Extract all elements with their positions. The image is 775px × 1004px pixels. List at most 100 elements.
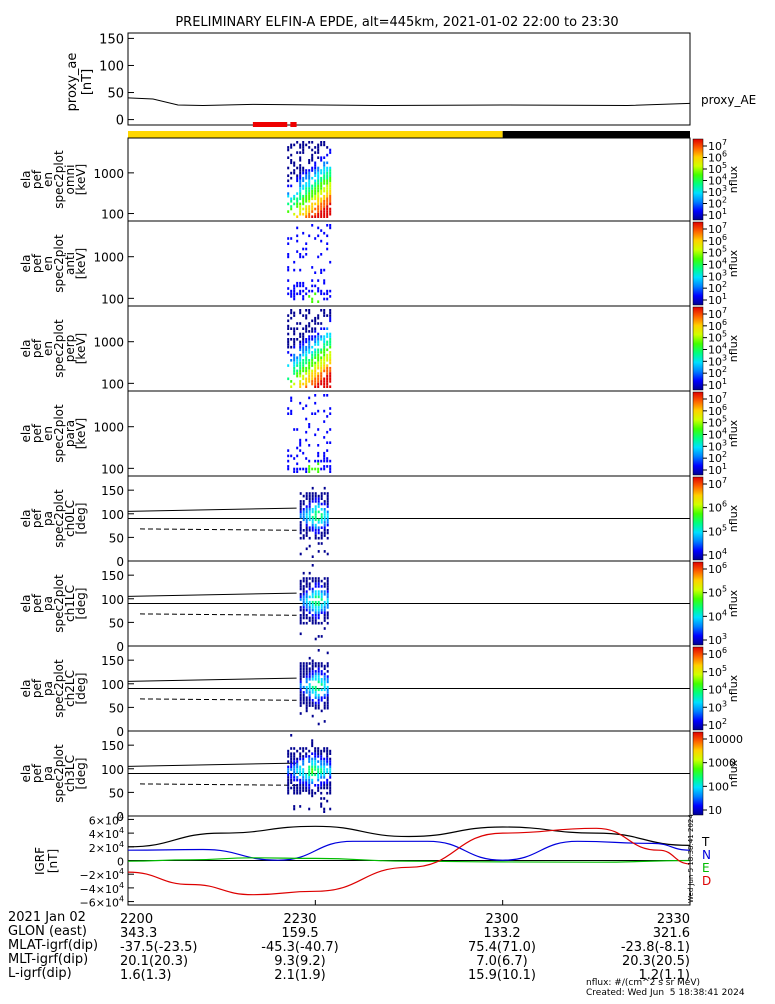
- spec-pixel: [305, 207, 308, 211]
- colorbar-tick-label: 102: [708, 450, 727, 465]
- spec-pixel: [308, 611, 311, 614]
- spec-pixel: [308, 696, 311, 699]
- colorbar-tick-label: 106: [708, 318, 727, 333]
- spec-pixel: [314, 492, 317, 495]
- spec-pixel: [287, 449, 290, 452]
- spec-pixel: [308, 369, 311, 373]
- spec-pixel: [314, 616, 317, 620]
- spec-pixel: [329, 784, 332, 787]
- spec-pixel: [302, 672, 305, 676]
- spec-pixel: [323, 394, 326, 397]
- spec-pixel: [326, 747, 329, 750]
- spec-pixel: [320, 670, 323, 673]
- spec-pixel: [296, 197, 299, 201]
- spec-pixel: [296, 176, 299, 180]
- spec-pixel: [323, 164, 326, 167]
- spec-pixel: [299, 359, 302, 362]
- spec-pixel: [299, 366, 302, 370]
- spec-ylabel-line: [deg]: [74, 758, 88, 790]
- spec-pixel: [311, 699, 314, 702]
- spec-pixel: [293, 791, 296, 795]
- anti-loss-cone-line: [139, 698, 297, 701]
- spec-pixel: [302, 369, 305, 373]
- spec-pixel: [314, 672, 317, 676]
- spec-pixel: [311, 369, 314, 373]
- loss-cone-line: [127, 677, 297, 682]
- colorbar-tick-label: 107: [708, 221, 727, 236]
- spec-pixel: [308, 171, 311, 175]
- spec-pixel: [317, 577, 320, 580]
- spec-pixel: [311, 412, 314, 415]
- spec-pixel: [317, 300, 320, 303]
- spec-pixel: [299, 380, 302, 383]
- spec-pixel: [320, 229, 323, 232]
- spec-pixel: [323, 701, 326, 705]
- spec-pixel: [299, 505, 302, 508]
- spec-pixel: [329, 151, 332, 154]
- spec-pixel: [311, 141, 314, 144]
- spec-ylabel-line: pef: [30, 253, 44, 273]
- spec-pixel: [311, 374, 314, 378]
- spec-pixel: [320, 179, 323, 183]
- spec-pixel: [326, 502, 329, 506]
- spec-pixel: [290, 412, 293, 415]
- spec-pixel: [326, 577, 329, 580]
- spec-pixel: [296, 205, 299, 208]
- spec-pixel: [302, 701, 305, 705]
- spec-pixel: [299, 632, 302, 636]
- spec-pixel: [317, 678, 320, 681]
- spec-pixel: [299, 755, 302, 758]
- spec-pixel: [314, 791, 317, 795]
- spec-pixel: [299, 174, 302, 177]
- spec-pixel: [305, 704, 308, 707]
- spec-pixel: [323, 680, 326, 684]
- spec-pixel: [308, 492, 311, 495]
- spec-pixel: [314, 374, 317, 378]
- spec-pixel: [302, 295, 305, 298]
- spec-pixel: [317, 451, 320, 455]
- spec-pixel: [308, 497, 311, 500]
- spec-ylabel-line: pef: [30, 763, 44, 783]
- spec-pixel: [305, 470, 308, 473]
- spec-pixel: [314, 637, 317, 641]
- spec-pixel: [323, 369, 326, 373]
- spec-pixel: [317, 210, 320, 213]
- spec-pixel: [305, 752, 308, 755]
- spec-pixel: [326, 189, 329, 193]
- spec-pixel: [320, 361, 323, 365]
- spec-pixel: [290, 781, 293, 784]
- spec-pixel: [329, 207, 332, 211]
- spec-pixel: [305, 182, 308, 185]
- spec-pixel: [329, 226, 332, 230]
- spec-pixel: [311, 169, 314, 172]
- spec-pixel: [329, 353, 332, 357]
- spec-pixel: [299, 757, 302, 761]
- anti-loss-cone-line: [139, 613, 297, 616]
- spec-pixel: [320, 338, 323, 341]
- spec-pixel: [308, 595, 311, 599]
- igrf-legend-D: D: [702, 874, 711, 888]
- spec-pixel: [317, 550, 320, 553]
- spec-omni-frame: [127, 137, 691, 222]
- spec-pixel: [311, 148, 314, 152]
- spec-pixel: [287, 279, 290, 282]
- spec-pixel: [311, 763, 314, 766]
- spec-pixel: [308, 146, 311, 149]
- spec-pixel: [287, 338, 290, 341]
- spec-pixel: [320, 467, 323, 471]
- spec-pixel: [320, 292, 323, 296]
- spec-pixel: [329, 260, 332, 264]
- spec-pixel: [326, 372, 329, 375]
- spec-pixel: [296, 789, 299, 792]
- spec-pixel: [320, 749, 323, 753]
- colorbar-label: nflux: [727, 504, 740, 532]
- spec-pixel: [296, 284, 299, 288]
- spec-pixel: [305, 696, 308, 699]
- spec-pixel: [299, 164, 302, 167]
- spec-pixel: [326, 791, 329, 795]
- spec-pixel: [323, 768, 326, 771]
- spec-pixel: [299, 292, 302, 296]
- spec-pixel: [329, 786, 332, 790]
- spec-pixel: [326, 366, 329, 370]
- spec-ylabel-line: [keV]: [74, 418, 88, 449]
